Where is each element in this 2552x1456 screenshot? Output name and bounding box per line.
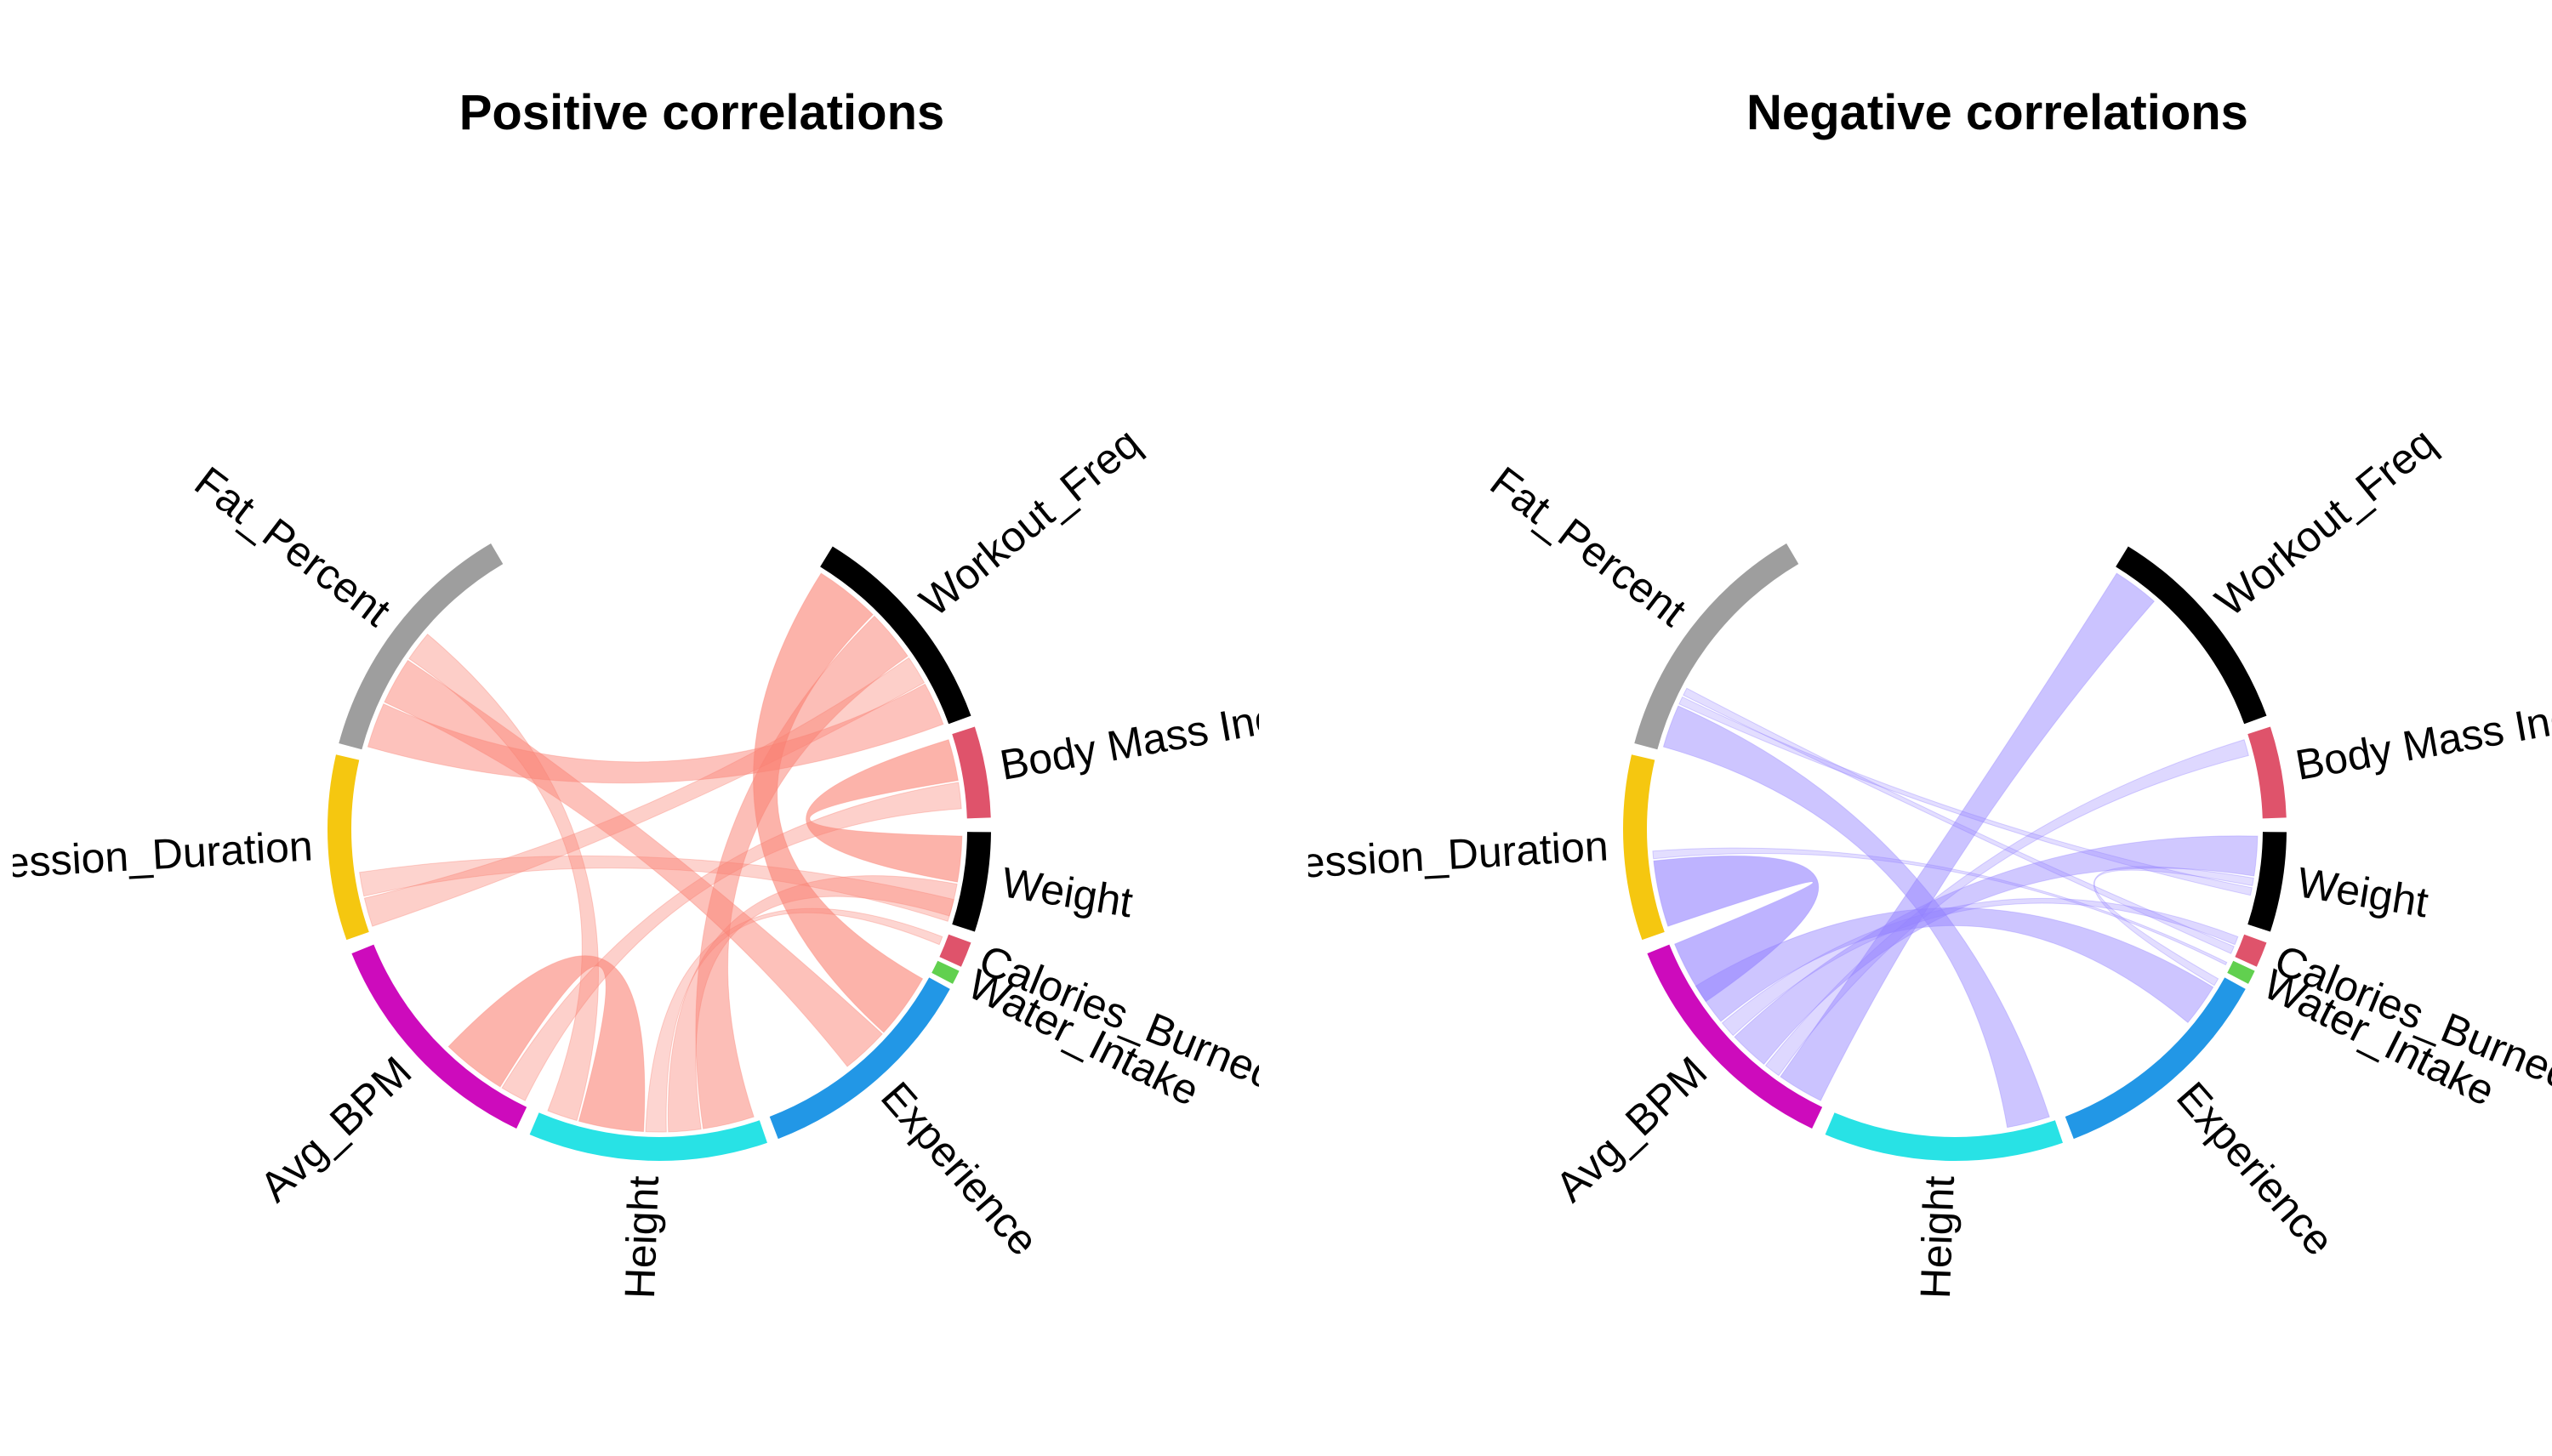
segment-height <box>529 1112 767 1162</box>
segment-label-experience: Experience <box>872 1073 1048 1265</box>
segment-label-weight: Weight <box>999 858 1136 926</box>
ribbon-weight-session-duration <box>359 855 954 922</box>
segment-label-workout-freq: Workout_Freq <box>911 418 1149 625</box>
ribbon-fat-percent-calories-burned <box>1683 687 2235 954</box>
segment-calories-burned <box>2235 934 2267 967</box>
ribbon-water-intake-session-duration <box>1652 847 2228 966</box>
segment-label-weight: Weight <box>2294 858 2432 926</box>
ribbon-layer <box>1652 572 2259 1129</box>
segment-label-height: Height <box>1911 1175 1963 1300</box>
ribbon-workout-freq-avg-bpm <box>1780 572 2156 1101</box>
ribbon-workout-freq-height <box>695 615 909 1129</box>
chart-title-positive: Positive correlations <box>459 85 945 140</box>
segment-weight <box>2247 832 2287 932</box>
segment-workout-freq <box>820 546 971 725</box>
segment-weight <box>952 832 991 932</box>
segment-body-mass-inc <box>952 726 991 819</box>
ribbon-height-fat-percent <box>408 634 599 1122</box>
ribbon-fat-percent-weight <box>1678 696 2253 896</box>
segment-fat-percent <box>1634 543 1799 750</box>
ribbon-calories-burned-avg-bpm <box>1721 897 2239 1037</box>
segment-avg-bpm <box>351 944 527 1129</box>
segment-fat-percent <box>339 543 504 750</box>
segment-label-body-mass-inc: Body Mass Inc <box>2292 694 2552 789</box>
ribbon-body-mass-inc-avg-bpm <box>1764 739 2249 1077</box>
ribbon-experience-fat-percent <box>384 659 883 1067</box>
segment-session-duration <box>327 754 369 941</box>
segment-label-avg-bpm: Avg_BPM <box>1547 1047 1717 1211</box>
chord-chart-negative: Negative correlations Workout_Freq Body M… <box>1272 85 2552 1300</box>
segment-label-fat-percent: Fat_Percent <box>1482 458 1695 636</box>
segment-label-session-duration: Session_Duration <box>1272 822 1609 888</box>
ribbon-avg-bpm-session-duration <box>1653 855 1820 1003</box>
segment-experience <box>2065 977 2246 1140</box>
segment-body-mass-inc <box>2247 726 2287 819</box>
ribbon-weight-height <box>667 875 958 1133</box>
ribbon-body-mass-inc-avg-bpm <box>501 782 962 1101</box>
segment-experience <box>769 977 950 1140</box>
ribbon-calories-burned-height <box>645 907 943 1133</box>
ribbon-weight-avg-bpm <box>1734 835 2259 1066</box>
ribbon-height-avg-bpm <box>447 955 646 1133</box>
segment-label-experience: Experience <box>2167 1073 2344 1265</box>
segment-label-avg-bpm: Avg_BPM <box>251 1047 421 1211</box>
segment-ring <box>327 543 991 1162</box>
ribbon-experience-avg-bpm <box>1695 907 2214 1024</box>
segment-label-body-mass-inc: Body Mass Inc <box>996 694 1279 789</box>
chart-title-negative: Negative correlations <box>1746 85 2248 140</box>
segment-session-duration <box>1623 754 1665 941</box>
ribbon-body-mass-inc-weight <box>806 739 963 883</box>
segment-label-height: Height <box>616 1175 668 1300</box>
segment-label-workout-freq: Workout_Freq <box>2207 418 2445 625</box>
segment-water-intake <box>2227 960 2255 984</box>
segment-label-fat-percent: Fat_Percent <box>186 458 400 636</box>
segment-workout-freq <box>2116 546 2267 725</box>
ribbon-height-fat-percent <box>1662 705 2050 1129</box>
segment-ring <box>1623 543 2287 1161</box>
ribbon-layer <box>359 572 963 1133</box>
ribbon-weight-experience <box>2093 866 2254 987</box>
segment-avg-bpm <box>1647 944 1823 1129</box>
chord-chart-positive: Positive correlations Workout_Freq Body M… <box>0 85 1279 1300</box>
segment-height <box>1825 1112 2063 1161</box>
segment-calories-burned <box>939 934 971 967</box>
ribbon-workout-freq-session-duration <box>363 657 926 927</box>
ribbon-workout-freq-fat-percent <box>367 683 944 784</box>
segment-water-intake <box>931 960 960 984</box>
segment-label-session-duration: Session_Duration <box>0 822 314 888</box>
